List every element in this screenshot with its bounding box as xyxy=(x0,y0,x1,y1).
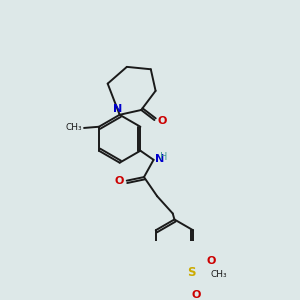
Text: O: O xyxy=(115,176,124,186)
Text: O: O xyxy=(206,256,216,266)
Text: N: N xyxy=(112,103,122,114)
Text: CH₃: CH₃ xyxy=(211,270,227,279)
Text: CH₃: CH₃ xyxy=(65,124,82,133)
Text: O: O xyxy=(157,116,167,126)
Text: N: N xyxy=(155,154,164,164)
Text: O: O xyxy=(192,290,201,300)
Text: H: H xyxy=(160,152,168,162)
Text: S: S xyxy=(188,266,196,279)
